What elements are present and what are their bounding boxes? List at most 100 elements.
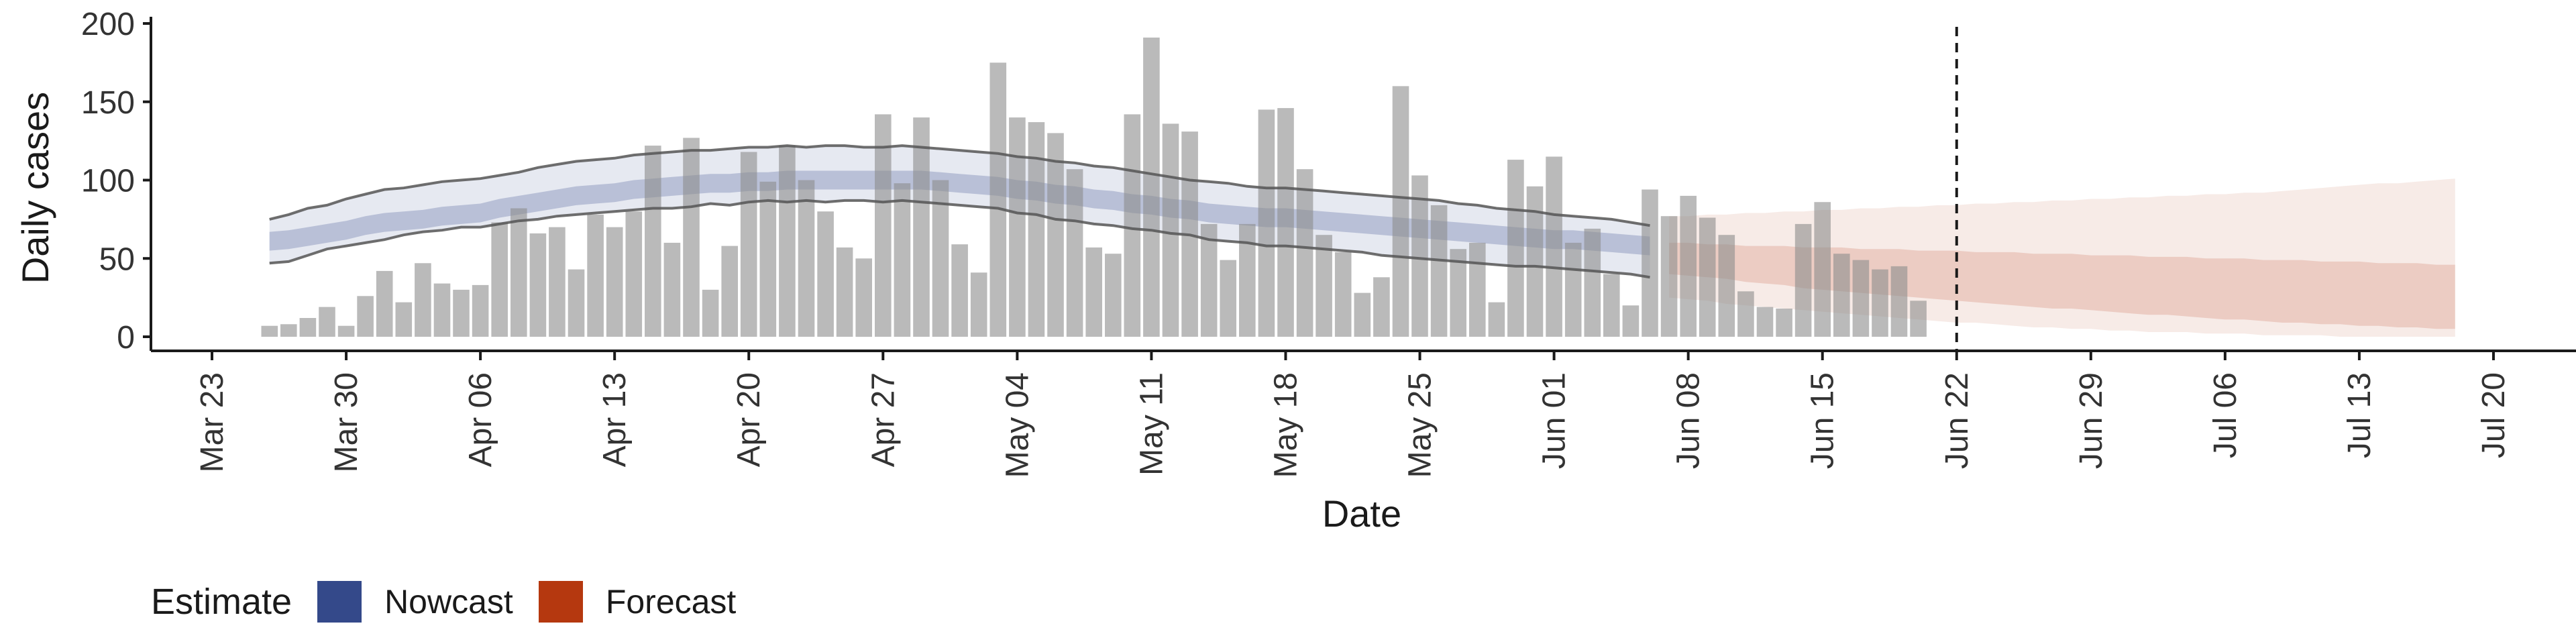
legend-label-nowcast: Nowcast (384, 583, 513, 621)
case-bar (1852, 260, 1870, 337)
case-bar (1872, 269, 1888, 337)
case-bar (1642, 189, 1658, 337)
case-bar (1411, 175, 1428, 337)
x-tick-label: May 25 (1403, 372, 1438, 478)
x-tick-label: Jul 13 (2342, 372, 2377, 458)
case-bar (913, 117, 930, 337)
case-bar (683, 138, 700, 337)
case-bar (472, 284, 489, 337)
case-bar (261, 325, 278, 337)
case-bar (1794, 223, 1812, 337)
case-bar (568, 269, 585, 337)
case-bar (1028, 122, 1045, 337)
legend-key-nowcast (317, 581, 362, 623)
case-bar (319, 307, 335, 337)
case-bar (1814, 202, 1831, 337)
case-bar (1085, 247, 1102, 337)
x-tick-label: May 04 (1000, 372, 1035, 478)
case-bar (376, 270, 393, 337)
case-bar (663, 242, 681, 337)
case-bar (491, 222, 508, 337)
case-bar (1622, 305, 1640, 337)
case-bar (1910, 301, 1927, 337)
case-bar (721, 246, 738, 337)
case-bar (1756, 307, 1774, 337)
case-bar (433, 283, 451, 337)
case-bar (1469, 242, 1486, 337)
case-bar (1200, 223, 1218, 337)
case-bar (759, 181, 777, 337)
x-tick-label: Jun 08 (1671, 372, 1707, 469)
case-bar (1833, 254, 1850, 337)
case-bar (836, 247, 853, 337)
case-bar (337, 325, 355, 337)
case-bar (1162, 123, 1179, 337)
x-tick-label: May 11 (1134, 372, 1169, 476)
case-bar (1143, 38, 1160, 337)
case-bar (587, 214, 604, 337)
case-bar (1430, 205, 1448, 337)
case-bar (1488, 302, 1505, 337)
case-bar (1564, 242, 1582, 337)
case-bar (817, 211, 834, 337)
case-bar (970, 272, 987, 337)
case-bar (1660, 216, 1678, 337)
case-bar (702, 289, 719, 337)
case-bar (1546, 156, 1562, 337)
case-bar (529, 233, 547, 337)
case-bar (1296, 169, 1313, 337)
case-bar (1450, 249, 1466, 337)
case-bar (1718, 235, 1735, 337)
x-tick-label: Jun 22 (1939, 372, 1975, 469)
case-bar (1392, 86, 1409, 337)
case-bar (932, 180, 949, 337)
x-tick-label: Apr 27 (865, 372, 901, 467)
case-bar (740, 152, 757, 337)
case-bar (357, 296, 374, 337)
case-bar (1066, 169, 1083, 337)
case-bar (1776, 309, 1792, 337)
case-bar (415, 263, 431, 337)
nowcast-bound-lines (269, 144, 1650, 279)
x-tick-label: Apr 06 (463, 372, 498, 467)
case-bar (1316, 235, 1332, 337)
x-tick-label: Apr 20 (731, 372, 767, 467)
y-tick-label: 0 (117, 320, 135, 356)
x-axis-title: Date (1322, 492, 1401, 535)
case-bar (875, 114, 892, 337)
case-bar (1105, 254, 1122, 337)
case-bar (645, 146, 661, 337)
case-bar (1334, 252, 1352, 337)
case-bar (1507, 160, 1524, 337)
case-bar (625, 211, 643, 337)
case-bar (1890, 266, 1908, 337)
case-bar (606, 227, 623, 337)
case-bar (1009, 117, 1026, 337)
y-tick-label: 150 (81, 85, 135, 121)
legend: Estimate Nowcast Forecast (151, 578, 761, 625)
x-tick-label: Jun 01 (1537, 372, 1572, 469)
case-bar (1603, 274, 1620, 337)
case-bar (395, 302, 413, 337)
case-bar (798, 180, 815, 337)
nowcast-lower-line (269, 199, 1650, 279)
case-bar (855, 258, 872, 337)
case-bar (779, 146, 796, 337)
case-bar (1584, 228, 1601, 337)
x-tick-label: Jul 20 (2476, 372, 2512, 458)
nowcast-upper-line (269, 144, 1650, 227)
case-bar (1239, 223, 1256, 337)
x-tick-label: Jun 29 (2074, 372, 2109, 469)
case-bar (951, 244, 968, 337)
case-bar (280, 324, 297, 337)
case-bar (1373, 277, 1390, 337)
case-bar (1220, 260, 1236, 337)
case-bar (1354, 292, 1371, 337)
x-tick-label: Apr 13 (597, 372, 633, 467)
case-bar (989, 62, 1007, 337)
y-tick-label: 100 (81, 164, 135, 199)
case-bar (1258, 109, 1275, 337)
nowcast-inner-band (269, 170, 1650, 256)
case-bar (1526, 186, 1544, 337)
